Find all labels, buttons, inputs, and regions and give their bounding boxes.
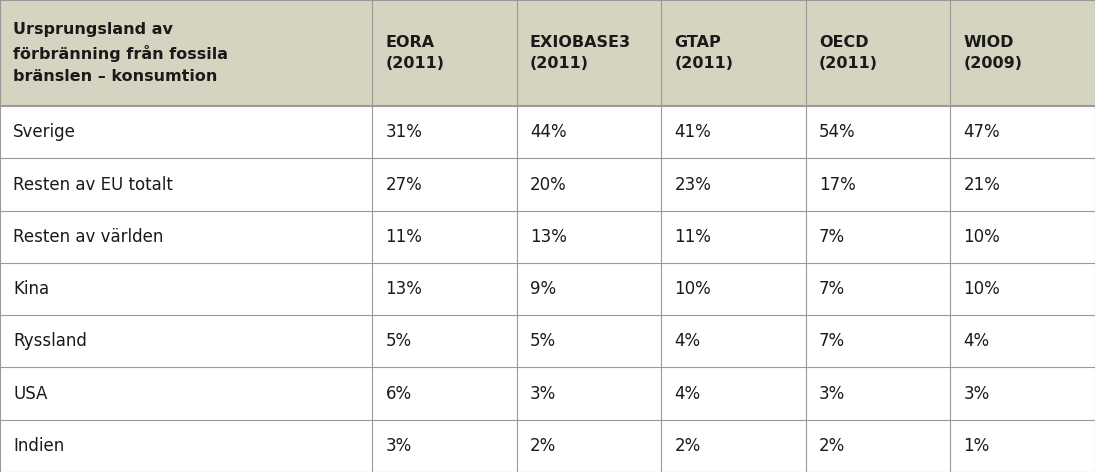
Text: 10%: 10%	[964, 228, 1001, 246]
Bar	[0, 263, 1095, 315]
Text: USA: USA	[13, 385, 47, 403]
Text: GTAP
(2011): GTAP (2011)	[675, 35, 734, 71]
Text: 3%: 3%	[819, 385, 845, 403]
Text: Indien: Indien	[13, 437, 65, 455]
Text: 3%: 3%	[530, 385, 556, 403]
Text: Sverige: Sverige	[13, 123, 76, 141]
Text: 41%: 41%	[675, 123, 712, 141]
Text: 31%: 31%	[385, 123, 423, 141]
Text: 7%: 7%	[819, 280, 845, 298]
Text: 13%: 13%	[530, 228, 567, 246]
Text: 3%: 3%	[964, 385, 990, 403]
Text: 11%: 11%	[385, 228, 423, 246]
Text: 11%: 11%	[675, 228, 712, 246]
Text: 27%: 27%	[385, 176, 423, 194]
Text: 21%: 21%	[964, 176, 1001, 194]
Text: WIOD
(2009): WIOD (2009)	[964, 35, 1023, 71]
Text: 10%: 10%	[964, 280, 1001, 298]
Text: 4%: 4%	[675, 332, 701, 350]
Text: 5%: 5%	[385, 332, 412, 350]
Bar	[0, 368, 1095, 420]
Bar	[0, 315, 1095, 368]
Text: 17%: 17%	[819, 176, 856, 194]
Bar	[0, 159, 1095, 211]
Text: OECD
(2011): OECD (2011)	[819, 35, 878, 71]
Text: 2%: 2%	[530, 437, 556, 455]
Text: 7%: 7%	[819, 332, 845, 350]
Bar	[0, 211, 1095, 263]
Text: 6%: 6%	[385, 385, 412, 403]
Text: 23%: 23%	[675, 176, 712, 194]
Text: 4%: 4%	[964, 332, 990, 350]
Text: 13%: 13%	[385, 280, 423, 298]
Text: EXIOBASE3
(2011): EXIOBASE3 (2011)	[530, 35, 631, 71]
Text: 47%: 47%	[964, 123, 1000, 141]
Text: Resten av världen: Resten av världen	[13, 228, 163, 246]
Text: Ursprungsland av
förbränning från fossila
bränslen – konsumtion: Ursprungsland av förbränning från fossil…	[13, 23, 228, 84]
Text: 20%: 20%	[530, 176, 567, 194]
Bar	[0, 0, 1095, 106]
Text: Ryssland: Ryssland	[13, 332, 87, 350]
Bar	[0, 106, 1095, 159]
Text: Resten av EU totalt: Resten av EU totalt	[13, 176, 173, 194]
Text: 44%: 44%	[530, 123, 566, 141]
Text: 54%: 54%	[819, 123, 855, 141]
Text: 5%: 5%	[530, 332, 556, 350]
Text: 2%: 2%	[819, 437, 845, 455]
Bar	[0, 420, 1095, 472]
Text: 10%: 10%	[675, 280, 712, 298]
Text: 7%: 7%	[819, 228, 845, 246]
Text: 1%: 1%	[964, 437, 990, 455]
Text: 2%: 2%	[675, 437, 701, 455]
Text: 3%: 3%	[385, 437, 412, 455]
Text: Kina: Kina	[13, 280, 49, 298]
Text: 4%: 4%	[675, 385, 701, 403]
Text: EORA
(2011): EORA (2011)	[385, 35, 445, 71]
Text: 9%: 9%	[530, 280, 556, 298]
